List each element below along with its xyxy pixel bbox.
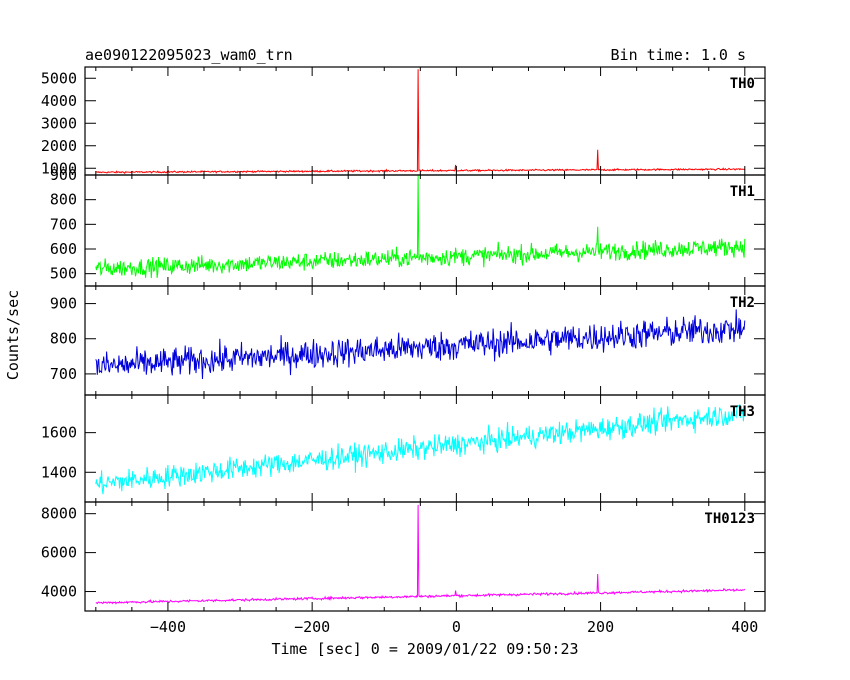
panel-label-th1: TH1: [730, 184, 755, 200]
panel-frame: [84, 501, 766, 612]
y-tick-label: 8000: [41, 505, 77, 523]
bin-time-label: Bin time: 1.0 s: [611, 46, 746, 64]
y-tick-label: 700: [50, 365, 77, 383]
y-tick-label: 700: [50, 215, 77, 233]
panel-frame: [84, 285, 766, 396]
y-tick-label: 800: [50, 330, 77, 348]
y-tick-label: 1400: [41, 463, 77, 481]
x-tick-label: −400: [150, 618, 186, 636]
y-tick-label: 2000: [41, 137, 77, 155]
y-tick-label: 4000: [41, 92, 77, 110]
x-tick-label: 200: [587, 618, 614, 636]
panel-th3: 1400 1600 TH3: [41, 394, 766, 503]
y-tick-label: 900: [50, 166, 77, 184]
y-tick-label: 4000: [41, 583, 77, 601]
x-tick-label: 400: [731, 618, 758, 636]
panel-label-th3: TH3: [730, 404, 755, 420]
y-tick-label: 900: [50, 295, 77, 313]
x-tick-labels: −400 −200 0 200 400: [150, 618, 758, 636]
y-tick-label: 1600: [41, 424, 77, 442]
series-line-th1: [95, 175, 746, 279]
x-tick-label: 0: [452, 618, 461, 636]
panel-th0: 1000 2000 3000 4000 5000 TH0: [41, 66, 766, 177]
panel-th1: 500 600 700 800 900 TH1: [50, 166, 766, 287]
panel-th2: 700 800 900 TH2: [50, 285, 766, 396]
series-line-th3: [95, 404, 746, 495]
y-tick-label: 3000: [41, 114, 77, 132]
panel-label-th2: TH2: [730, 295, 755, 311]
x-tick-label: −200: [294, 618, 330, 636]
chart-title: ae090122095023_wam0_trn: [85, 46, 293, 64]
series-line-th0123: [95, 504, 746, 605]
panel-label-th0: TH0: [730, 76, 755, 92]
y-tick-label: 1000: [41, 159, 77, 177]
y-tick-label: 800: [50, 191, 77, 209]
panel-th0123: 4000 6000 8000 TH0123: [41, 501, 766, 612]
y-tick-label: 6000: [41, 544, 77, 562]
y-tick-label: 500: [50, 265, 77, 283]
x-axis-label: Time [sec] 0 = 2009/01/22 09:50:23: [271, 640, 578, 658]
y-tick-label: 600: [50, 240, 77, 258]
series-line-th2: [95, 309, 746, 380]
panel-label-th0123: TH0123: [704, 511, 755, 527]
series-line-th0: [95, 69, 746, 174]
y-tick-label: 5000: [41, 69, 77, 87]
panel-frame: [84, 66, 766, 176]
y-axis-label: Counts/sec: [4, 290, 22, 380]
panels-group: 1000 2000 3000 4000 5000 TH0 500 600 700 800 900 TH…: [41, 66, 766, 612]
